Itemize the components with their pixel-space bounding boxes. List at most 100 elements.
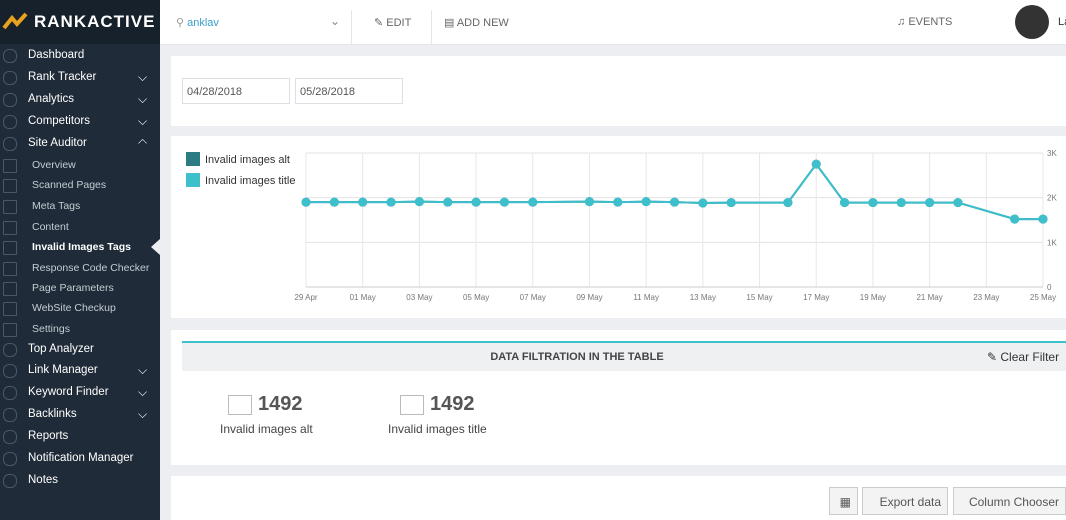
events-label: EVENTS	[908, 16, 953, 28]
data-point	[896, 198, 906, 208]
stat-value: 1492	[258, 393, 303, 415]
date-from-text: 04/28/2018	[187, 86, 243, 98]
series-line	[306, 162, 1043, 221]
sidebar-item[interactable]: Settings	[0, 319, 160, 339]
sidebar-item[interactable]: Top Analyzer	[0, 339, 160, 359]
sidebar-icon	[3, 49, 17, 63]
stat-icon	[228, 395, 252, 415]
data-point	[698, 198, 708, 208]
sidebar-icon	[3, 71, 17, 85]
export-button[interactable]: Export data	[862, 487, 948, 515]
y-tick-label: 0	[1047, 283, 1052, 292]
sidebar-label: Backlinks	[28, 408, 77, 420]
sidebar-item[interactable]: Keyword Finder ⌵	[0, 382, 160, 402]
sidebar-item[interactable]: Analytics ⌵	[0, 89, 160, 109]
sidebar-item[interactable]: WebSite Checkup	[0, 298, 160, 318]
divider	[431, 10, 432, 44]
search-box[interactable]: ⚲ anklav	[176, 17, 219, 29]
user-name[interactable]: La	[1058, 16, 1066, 28]
sidebar-label: Link Manager	[28, 364, 98, 376]
legend-swatch	[186, 152, 200, 166]
events-button[interactable]: ♫ EVENTS	[897, 16, 953, 28]
x-tick-label: 19 May	[860, 293, 886, 302]
sidebar-icon	[3, 408, 17, 422]
sidebar-item[interactable]: Dashboard	[0, 45, 160, 65]
chart: 0 1K 2K 3K 29 Apr 01 May 03 May 05 May 07 May 09 …	[186, 149, 1057, 302]
data-point	[670, 197, 679, 207]
data-point	[329, 197, 339, 207]
sidebar-icon	[3, 302, 17, 316]
sidebar-label: Scanned Pages	[32, 179, 107, 191]
sidebar-chevron: ⌵	[138, 136, 148, 150]
logo-text: RANKACTIVE	[34, 12, 156, 31]
sidebar-item[interactable]: Scanned Pages	[0, 175, 160, 195]
sidebar-label: Notification Manager	[28, 452, 134, 464]
sidebar-item[interactable]: Page Parameters	[0, 278, 160, 298]
series-line	[306, 162, 1043, 221]
sidebar-label: Meta Tags	[32, 200, 81, 212]
sidebar-chevron: ⌵	[138, 70, 148, 84]
x-tick-label: 05 May	[463, 293, 489, 302]
active-pointer	[151, 239, 160, 255]
column-chooser-button[interactable]: Column Chooser	[953, 487, 1066, 515]
sidebar-item[interactable]: Notification Manager	[0, 448, 160, 468]
x-tick-label: 21 May	[916, 293, 942, 302]
sidebar-icon	[3, 430, 17, 444]
date-from[interactable]: 04/28/2018	[182, 78, 290, 104]
stat-label: Invalid images alt	[220, 422, 313, 436]
sidebar-item[interactable]: Response Code Checker	[0, 258, 160, 278]
sidebar-item[interactable]: Backlinks ⌵	[0, 404, 160, 424]
data-point	[301, 197, 311, 207]
sidebar-item[interactable]: Rank Tracker ⌵	[0, 67, 160, 87]
data-point	[1038, 214, 1048, 224]
sidebar-item[interactable]: Competitors ⌵	[0, 111, 160, 131]
sidebar-item[interactable]: Link Manager ⌵	[0, 360, 160, 380]
x-tick-label: 09 May	[576, 293, 602, 302]
date-to[interactable]: 05/28/2018	[295, 78, 403, 104]
avatar[interactable]	[1015, 5, 1049, 39]
sidebar-icon	[3, 93, 17, 107]
sidebar-icon	[3, 282, 17, 296]
search-dropdown[interactable]: ⌄	[330, 14, 341, 28]
export-label: Export data	[879, 495, 941, 509]
chart-panel: 0 1K 2K 3K 29 Apr 01 May 03 May 05 May 07 May 09 …	[171, 136, 1066, 318]
sidebar-label: Rank Tracker	[28, 71, 97, 83]
x-tick-label: 17 May	[803, 293, 829, 302]
sidebar-label: Site Auditor	[28, 137, 87, 149]
clear-filter[interactable]: ✎ Clear Filter	[987, 350, 1060, 364]
sidebar-item[interactable]: Reports	[0, 426, 160, 446]
data-point	[386, 197, 396, 207]
x-tick-label: 29 Apr	[294, 293, 317, 302]
filter-title: DATA FILTRATION IN THE TABLE	[490, 351, 664, 363]
sidebar-item[interactable]: Invalid Images Tags	[0, 237, 160, 257]
sidebar-label: Reports	[28, 430, 69, 442]
stat-value: 1492	[430, 393, 475, 415]
data-point	[584, 197, 594, 207]
sidebar-label: Content	[32, 221, 69, 233]
data-point	[471, 197, 481, 207]
sidebar-item[interactable]: Content	[0, 217, 160, 237]
sidebar-label: Competitors	[28, 115, 90, 127]
x-tick-label: 15 May	[746, 293, 772, 302]
sidebar-label: Dashboard	[28, 49, 85, 61]
data-point	[726, 198, 736, 208]
data-point	[811, 159, 821, 169]
sidebar-icon	[3, 323, 17, 337]
grid-button[interactable]: ▦	[829, 487, 858, 515]
add-new-button[interactable]: ▤ ADD NEW	[444, 17, 509, 29]
date-to-text: 05/28/2018	[300, 86, 356, 98]
sidebar-label: Settings	[32, 323, 70, 335]
edit-button[interactable]: ✎ EDIT	[374, 17, 412, 29]
sidebar-item[interactable]: Meta Tags	[0, 196, 160, 216]
sidebar-icon	[3, 386, 17, 400]
sidebar-item[interactable]: Site Auditor ⌵	[0, 133, 160, 153]
logo-area: RANKACTIVE	[0, 0, 160, 44]
sidebar-item[interactable]: Overview	[0, 155, 160, 175]
data-point	[443, 197, 453, 207]
sidebar-icon	[3, 474, 17, 488]
sidebar-item[interactable]: Notes	[0, 470, 160, 490]
clear-filter-label: Clear Filter	[1000, 350, 1060, 364]
sidebar-label: Overview	[32, 159, 76, 171]
data-point	[613, 197, 623, 207]
